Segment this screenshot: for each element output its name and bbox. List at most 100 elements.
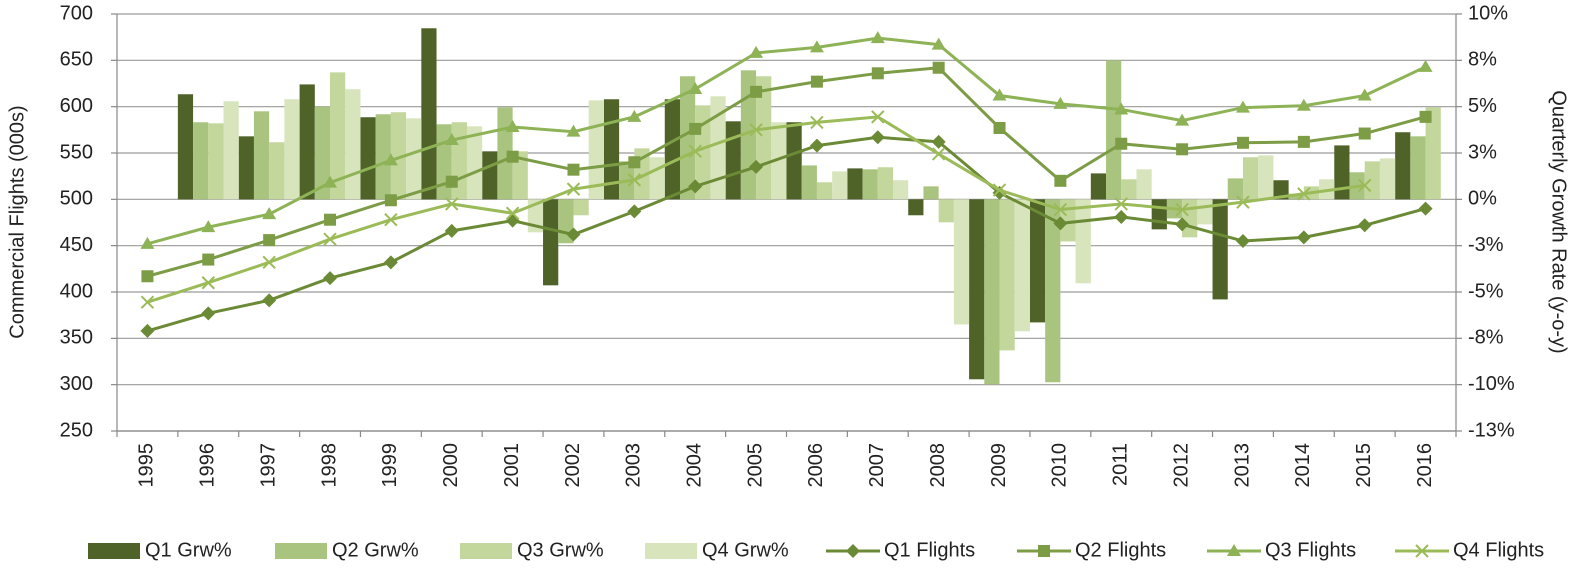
point	[444, 133, 459, 146]
x-tick-label: 2003	[623, 443, 645, 488]
bar	[360, 117, 376, 200]
x-tick-label: 2007	[866, 443, 888, 488]
point	[931, 147, 946, 161]
point	[870, 31, 885, 44]
bar	[1379, 158, 1396, 200]
bar	[1273, 180, 1289, 200]
bar	[953, 199, 970, 325]
bar	[1258, 155, 1274, 200]
point	[1114, 209, 1129, 224]
y2-tick-label: -10%	[1468, 373, 1515, 395]
point	[993, 121, 1006, 134]
point	[627, 204, 642, 219]
x-tick-label: 2006	[805, 443, 827, 488]
point	[1235, 234, 1250, 249]
bar	[208, 123, 224, 200]
bar	[1182, 199, 1198, 238]
point	[628, 156, 641, 169]
point	[689, 122, 702, 135]
point	[1357, 178, 1372, 193]
point	[383, 255, 398, 270]
bar	[314, 106, 331, 200]
point	[749, 123, 763, 137]
bar	[177, 94, 194, 200]
point	[141, 270, 154, 283]
point	[505, 213, 520, 228]
point	[992, 88, 1007, 101]
y-tick-label: 600	[60, 95, 93, 117]
bar	[253, 111, 270, 200]
point	[140, 295, 155, 309]
x-tick-label: 2004	[683, 443, 705, 488]
point	[1357, 218, 1372, 233]
bar	[862, 169, 878, 200]
point	[505, 206, 520, 220]
point	[627, 173, 642, 187]
bar	[1242, 157, 1259, 200]
point	[384, 194, 397, 207]
y-tick-label: 450	[60, 234, 93, 256]
point	[1296, 98, 1311, 111]
bar	[725, 121, 741, 200]
bar	[832, 171, 848, 200]
bar	[1197, 199, 1213, 225]
point	[688, 179, 703, 194]
bar	[664, 99, 680, 200]
legend-swatch	[460, 543, 512, 559]
bar	[345, 89, 361, 200]
y-tick-label: 550	[60, 141, 93, 163]
point	[1418, 201, 1433, 216]
y2-tick-label: -13%	[1468, 419, 1515, 441]
bar	[573, 199, 589, 216]
bar	[679, 76, 696, 200]
bar	[223, 101, 239, 200]
point	[871, 110, 885, 124]
bar	[969, 199, 985, 380]
y2-tick-label: -8%	[1468, 327, 1504, 349]
point	[201, 220, 216, 233]
point	[1115, 137, 1128, 150]
point	[1297, 187, 1311, 201]
point	[567, 163, 580, 176]
legend-marker	[1038, 545, 1050, 557]
legend-label: Q4 Flights	[1453, 539, 1544, 561]
point	[262, 255, 276, 270]
legend-swatch	[645, 543, 697, 559]
x-tick-label: 2015	[1353, 443, 1375, 488]
point	[1176, 143, 1189, 156]
bar	[1121, 179, 1137, 200]
point	[1296, 230, 1311, 245]
x-tick-label: 1995	[136, 443, 158, 488]
x-tick-label: 2013	[1231, 443, 1253, 488]
y2-tick-label: 5%	[1468, 95, 1497, 117]
point	[871, 67, 884, 80]
point	[566, 124, 581, 137]
x-tick-label: 2010	[1049, 443, 1071, 488]
bar	[1227, 178, 1243, 200]
legend-label: Q2 Grw%	[332, 539, 419, 561]
bar	[1045, 199, 1061, 383]
x-tick-label: 2005	[744, 443, 766, 488]
bar	[1075, 199, 1091, 284]
x-tick-label: 2002	[562, 443, 584, 488]
bar	[1212, 199, 1228, 300]
point	[932, 61, 945, 74]
bar	[451, 122, 467, 200]
point	[323, 175, 338, 188]
point	[1235, 100, 1250, 113]
point	[1054, 174, 1067, 187]
point	[566, 182, 581, 196]
line	[147, 135, 1426, 333]
point	[1357, 88, 1372, 101]
point	[931, 37, 946, 50]
point	[202, 253, 215, 266]
x-tick-label: 1998	[318, 443, 340, 488]
point	[750, 85, 763, 98]
point	[444, 223, 459, 238]
point	[201, 276, 216, 290]
bar	[1334, 145, 1350, 200]
point	[688, 82, 703, 95]
bar	[406, 118, 422, 200]
x-tick-label: 1997	[257, 443, 279, 488]
y2-tick-label: -3%	[1468, 234, 1504, 256]
